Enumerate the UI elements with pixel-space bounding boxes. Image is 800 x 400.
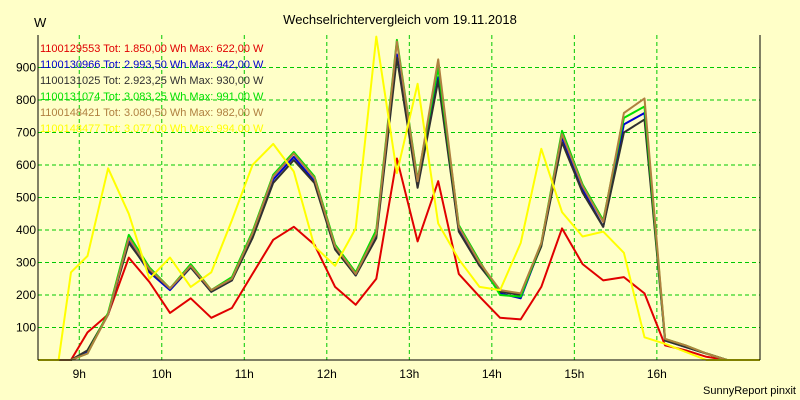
- y-tick-labels: 100 200 300 400 500 600 700 800 900: [16, 61, 36, 335]
- x-tick-label: 10h: [152, 367, 172, 381]
- y-axis-unit: W: [34, 15, 47, 30]
- y-tick-label: 900: [16, 61, 36, 75]
- series-line-1100148477: [38, 35, 760, 361]
- x-tick-label: 9h: [73, 367, 86, 381]
- legend-entry-1100148421: 1100148421 Tot: 3.080,50 Wh Max: 982,00 …: [40, 107, 264, 119]
- x-tick-label: 11h: [235, 367, 254, 381]
- y-tick-label: 200: [16, 288, 36, 302]
- series-line-1100148421: [38, 40, 760, 361]
- x-tick-label: 15h: [564, 367, 584, 381]
- axes: [37, 35, 761, 361]
- y-tick-label: 800: [16, 93, 36, 107]
- legend-entry-1100131074: 1100131074 Tot: 3.083,25 Wh Max: 991,00 …: [40, 91, 264, 103]
- y-tick-label: 100: [16, 321, 36, 335]
- y-tick-label: 700: [16, 126, 36, 140]
- x-tick-label: 13h: [399, 367, 419, 381]
- legend: 1100129553 Tot: 1.850,00 Wh Max: 622,00 …: [40, 43, 264, 135]
- series-line-1100129553: [38, 157, 760, 361]
- series-lines: [38, 35, 760, 361]
- y-tick-label: 400: [16, 223, 36, 237]
- legend-entry-1100129553: 1100129553 Tot: 1.850,00 Wh Max: 622,00 …: [40, 43, 264, 55]
- x-tick-label: 12h: [317, 367, 337, 381]
- legend-entry-1100148477: 1100148477 Tot: 3.077,00 Wh Max: 994,00 …: [40, 123, 264, 135]
- x-tick-label: 14h: [482, 367, 502, 381]
- y-tick-label: 300: [16, 256, 36, 270]
- x-tick-labels: 9h 10h 11h 12h 13h 14h 15h 16h: [73, 367, 667, 381]
- chart-title: Wechselrichtervergleich vom 19.11.2018: [283, 12, 517, 27]
- grid-lines: [38, 35, 760, 360]
- legend-entry-1100131025: 1100131025 Tot: 2.923,25 Wh Max: 930,00 …: [40, 75, 264, 87]
- x-tick-label: 16h: [647, 367, 667, 381]
- footer-credit: SunnyReport pinxit: [703, 385, 796, 397]
- legend-entry-1100130966: 1100130966 Tot: 2.993,50 Wh Max: 942,00 …: [40, 59, 264, 71]
- y-tick-label: 500: [16, 191, 36, 205]
- y-tick-label: 600: [16, 158, 36, 172]
